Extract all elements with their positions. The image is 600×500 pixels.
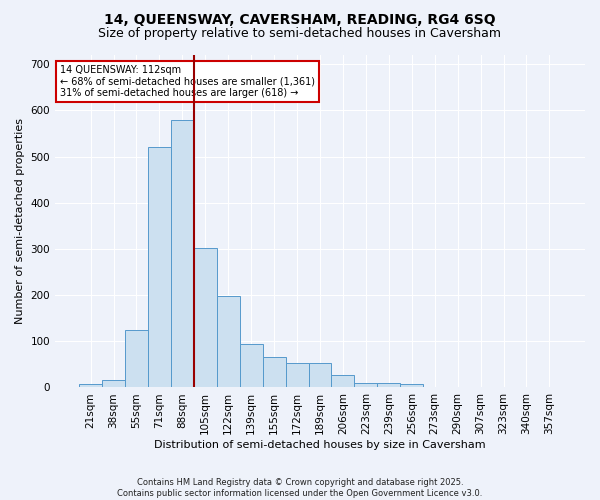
Bar xyxy=(171,120,194,388)
Bar xyxy=(125,330,148,388)
Text: 14 QUEENSWAY: 112sqm
← 68% of semi-detached houses are smaller (1,361)
31% of se: 14 QUEENSWAY: 112sqm ← 68% of semi-detac… xyxy=(61,65,316,98)
Bar xyxy=(102,380,125,388)
Bar xyxy=(286,363,308,388)
Bar xyxy=(194,248,217,388)
Bar xyxy=(79,384,102,388)
Text: Contains HM Land Registry data © Crown copyright and database right 2025.
Contai: Contains HM Land Registry data © Crown c… xyxy=(118,478,482,498)
Bar xyxy=(355,383,377,388)
X-axis label: Distribution of semi-detached houses by size in Caversham: Distribution of semi-detached houses by … xyxy=(154,440,486,450)
Bar xyxy=(331,374,355,388)
Bar xyxy=(217,296,240,388)
Bar xyxy=(263,358,286,388)
Y-axis label: Number of semi-detached properties: Number of semi-detached properties xyxy=(15,118,25,324)
Bar xyxy=(308,363,331,388)
Bar xyxy=(400,384,423,388)
Text: Size of property relative to semi-detached houses in Caversham: Size of property relative to semi-detach… xyxy=(98,28,502,40)
Bar xyxy=(240,344,263,388)
Bar xyxy=(148,148,171,388)
Bar xyxy=(377,383,400,388)
Text: 14, QUEENSWAY, CAVERSHAM, READING, RG4 6SQ: 14, QUEENSWAY, CAVERSHAM, READING, RG4 6… xyxy=(104,12,496,26)
